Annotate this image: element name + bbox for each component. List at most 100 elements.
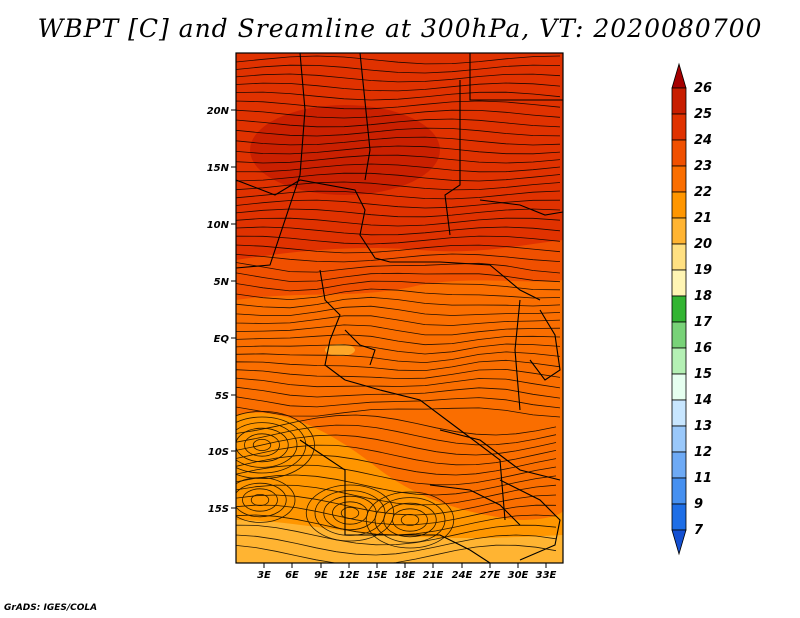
streamline xyxy=(236,484,557,506)
colorbar-label: 7 xyxy=(694,523,704,538)
streamline xyxy=(236,504,557,526)
streamline xyxy=(236,544,557,563)
colorbar-label: 17 xyxy=(694,315,713,330)
colorbar-swatch xyxy=(671,295,687,323)
colorbar-label: 24 xyxy=(694,133,712,148)
streamline xyxy=(236,315,561,326)
streamline xyxy=(236,524,557,546)
streamline xyxy=(236,163,561,173)
streamline xyxy=(236,55,561,65)
lat-tick-label: 10N xyxy=(207,220,230,231)
streamline xyxy=(236,109,561,119)
streamline xyxy=(236,424,557,446)
streamline xyxy=(236,181,561,191)
streamline xyxy=(236,324,561,336)
streamline-vortex xyxy=(365,491,455,549)
colorbar-swatch xyxy=(671,347,687,375)
streamline xyxy=(236,334,561,346)
colorbar-label: 16 xyxy=(694,341,712,356)
streamline xyxy=(236,73,561,83)
field-patch xyxy=(325,344,355,356)
streamline xyxy=(236,244,561,254)
colorbar-label: 22 xyxy=(694,185,712,200)
streamline xyxy=(236,190,561,200)
colorbar-swatch xyxy=(671,165,687,193)
streamline xyxy=(236,494,557,516)
lat-tick-label: EQ xyxy=(214,334,230,345)
streamline-vortex xyxy=(383,502,437,538)
lon-tick-label: 27E xyxy=(480,570,501,581)
colorbar-label: 26 xyxy=(694,81,712,96)
streamline xyxy=(236,118,561,128)
lon-tick-label: 33E xyxy=(536,570,557,581)
streamline-vortex xyxy=(242,488,278,512)
lon-tick-label: 9E xyxy=(314,570,328,581)
colorbar-swatch xyxy=(671,425,687,453)
streamline xyxy=(236,359,561,372)
colorbar-cap-bottom xyxy=(671,529,687,556)
streamline xyxy=(236,91,561,101)
lat-tick-label: 20N xyxy=(207,106,230,117)
streamline xyxy=(236,280,561,292)
streamline xyxy=(236,414,557,436)
colorbar-swatch xyxy=(671,217,687,245)
streamline xyxy=(236,64,561,74)
streamline xyxy=(236,406,561,418)
streamline xyxy=(236,235,561,245)
streamline xyxy=(236,136,561,146)
colorbar-label: 25 xyxy=(694,107,712,122)
colorbar-label: 13 xyxy=(694,419,712,434)
streamline-vortex xyxy=(236,422,298,468)
lon-tick-label: 15E xyxy=(367,570,388,581)
colorbar-labels: 26 25 24 23 22 21 20 19 18 17 16 15 14 1… xyxy=(694,81,713,538)
lat-tick-label: 5N xyxy=(214,277,230,288)
streamline xyxy=(236,288,561,301)
streamline xyxy=(236,351,561,364)
colorbar-label: 20 xyxy=(694,237,712,252)
colorbar-label: 9 xyxy=(694,497,703,512)
streamline-vortex xyxy=(250,493,270,506)
lon-tick-label: 18E xyxy=(395,570,416,581)
streamline-vortex xyxy=(236,482,287,518)
longitude-axis: 3E 6E 9E 12E 15E 18E 21E 24E 27E 30E 33E xyxy=(257,563,557,581)
streamline xyxy=(236,253,561,263)
streamline xyxy=(236,386,561,399)
colorbar-swatch xyxy=(671,87,687,115)
streamline xyxy=(236,534,557,556)
chart-title: WBPT [C] and Sreamline at 300hPa, VT: 20… xyxy=(37,14,763,43)
streamline xyxy=(236,127,561,137)
lon-tick-label: 21E xyxy=(423,570,444,581)
streamline xyxy=(236,272,561,283)
streamline-vortex xyxy=(236,427,289,463)
streamline xyxy=(236,305,561,316)
streamline xyxy=(236,474,557,496)
streamline-vortex xyxy=(244,433,280,457)
colorbar-swatch xyxy=(671,321,687,349)
streamline-vortex xyxy=(236,416,307,474)
lon-tick-label: 6E xyxy=(285,570,299,581)
streamline xyxy=(236,208,561,218)
streamline xyxy=(236,145,561,155)
lat-tick-label: 15S xyxy=(208,504,229,515)
colorbar-swatch xyxy=(671,399,687,427)
streamline xyxy=(236,226,561,236)
streamline xyxy=(236,444,557,466)
colorbar-swatch xyxy=(671,451,687,479)
streamline xyxy=(236,172,561,182)
colorbar-label: 18 xyxy=(694,289,712,304)
colorbar-label: 23 xyxy=(694,159,712,174)
colorbar-label: 21 xyxy=(694,211,712,226)
streamline xyxy=(236,377,561,389)
streamline xyxy=(236,100,561,110)
colorbar-label: 12 xyxy=(694,445,712,460)
colorbar xyxy=(671,62,687,556)
streamline xyxy=(236,217,561,227)
country-borders xyxy=(236,53,563,563)
lon-tick-label: 3E xyxy=(257,570,271,581)
streamline-vortex xyxy=(374,497,446,543)
map-frame xyxy=(235,52,564,564)
streamline xyxy=(236,434,557,456)
lon-tick-label: 30E xyxy=(508,570,529,581)
streamline xyxy=(236,343,561,355)
